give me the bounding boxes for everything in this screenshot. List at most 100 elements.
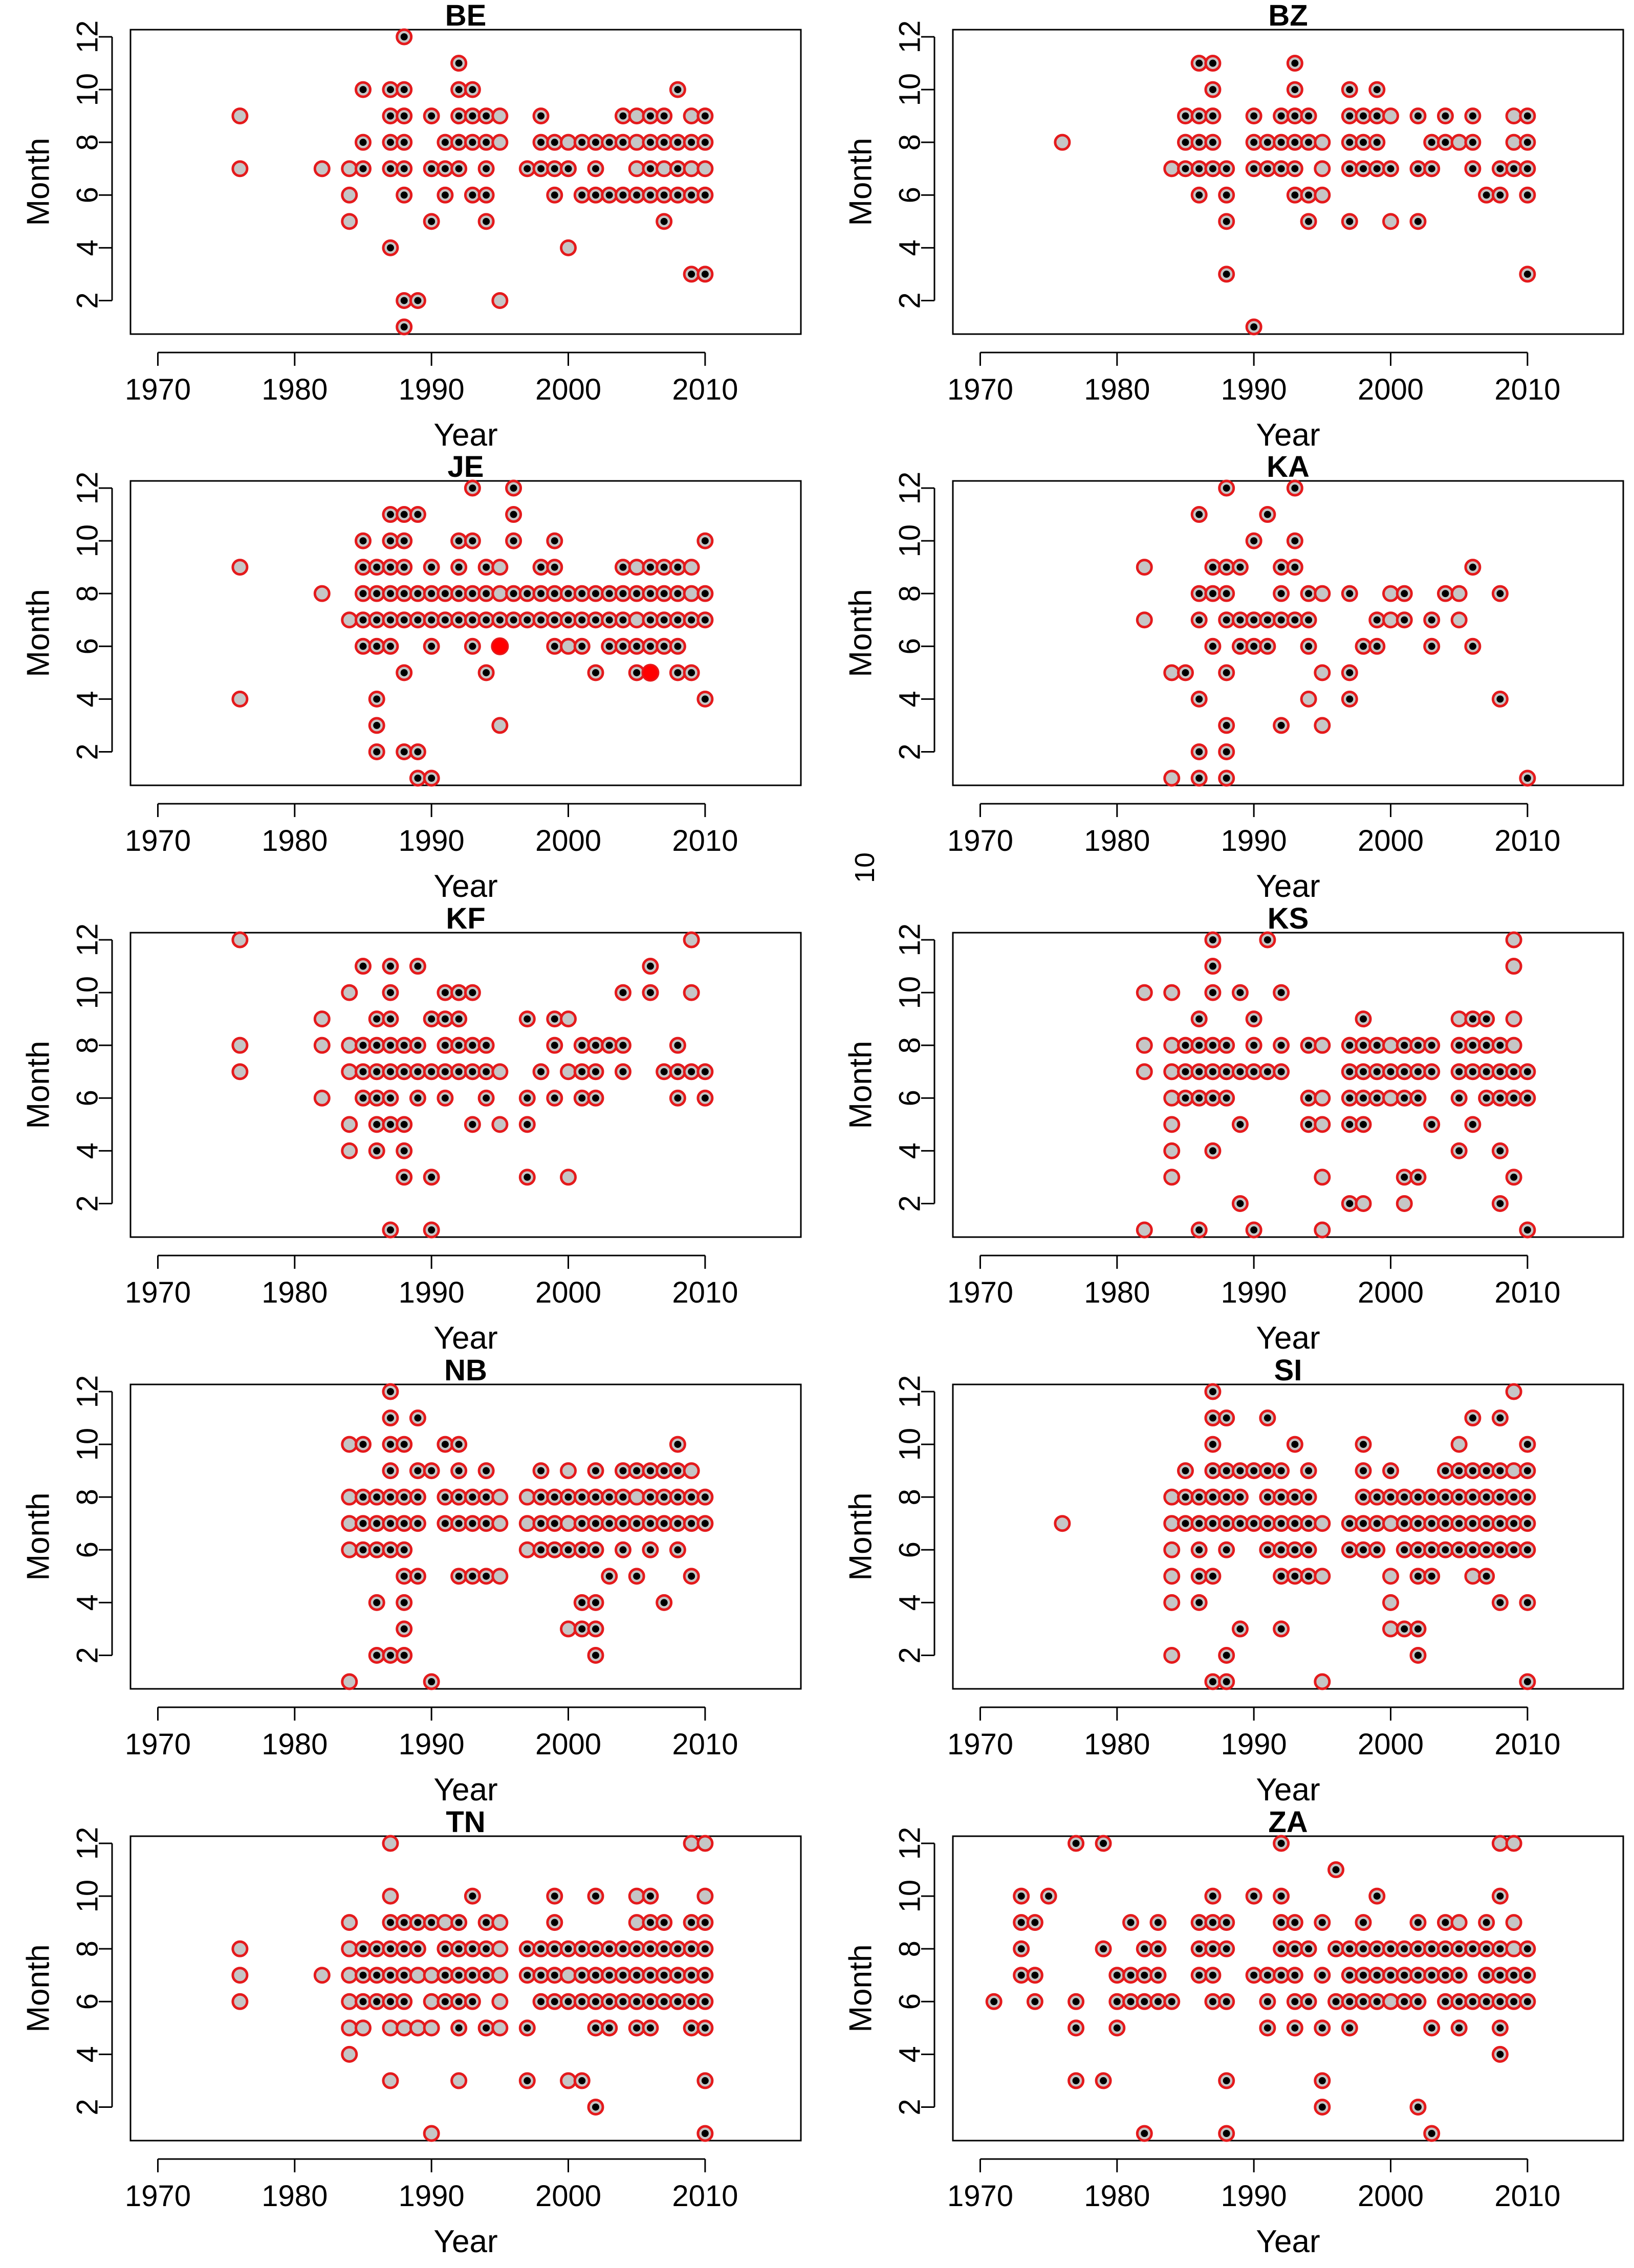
x-tick-label: 1980 [262, 2179, 328, 2213]
x-tick-label: 2010 [1494, 1276, 1560, 1309]
data-point [628, 1914, 645, 1931]
data-point [464, 186, 481, 204]
data-point [1423, 1568, 1441, 1585]
data-point [1355, 1195, 1372, 1212]
data-point [985, 1993, 1003, 2010]
data-point [696, 160, 714, 178]
data-point [1409, 1646, 1427, 1664]
data-point [1436, 1967, 1454, 1984]
data-point [1204, 1515, 1222, 1532]
data-point [1163, 1568, 1181, 1585]
data-point [641, 664, 660, 682]
data-point [477, 1462, 495, 1480]
data-point [409, 1462, 426, 1480]
data-point [1409, 1940, 1427, 1957]
data-point [1013, 1940, 1030, 1957]
data-point [1314, 717, 1331, 734]
data-point [1409, 1993, 1427, 2010]
panel-si: SI 1970 1980 1990 2000 2010 Year 2 4 6 8 10 12 Month [843, 1354, 1624, 1808]
data-point [396, 532, 413, 549]
data-point [368, 559, 385, 576]
data-point [341, 1142, 358, 1159]
data-point [532, 1515, 550, 1532]
y-tick-label: 2 [71, 2099, 104, 2115]
data-point [518, 2019, 536, 2037]
data-point [1273, 717, 1290, 734]
data-point [1314, 1515, 1331, 1532]
data-point [396, 160, 413, 178]
data-point [368, 743, 385, 760]
data-point [1409, 1914, 1427, 1931]
x-tick-label: 2000 [1358, 2179, 1424, 2213]
data-point [1519, 186, 1536, 204]
data-point [614, 107, 631, 125]
y-tick-label: 8 [894, 1941, 927, 1957]
data-point [1341, 160, 1358, 178]
data-point [1396, 1940, 1413, 1957]
data-point [464, 1515, 481, 1532]
data-point [437, 1993, 454, 2010]
x-axis-label: Year [433, 1320, 497, 1356]
data-point [1478, 1462, 1495, 1480]
data-point [368, 690, 385, 708]
data-point [1300, 585, 1317, 602]
data-point [437, 1515, 454, 1532]
data-point [1423, 134, 1441, 151]
data-point [1519, 1940, 1536, 1957]
data-point [1273, 107, 1290, 125]
data-point [1218, 717, 1235, 734]
data-point [1450, 1515, 1468, 1532]
data-point [1464, 1940, 1482, 1957]
data-point [464, 1993, 481, 2010]
data-point [1314, 1967, 1331, 1984]
data-point [1273, 1515, 1290, 1532]
data-point [573, 1089, 591, 1107]
data-point [382, 134, 399, 151]
data-point [1368, 1967, 1386, 1984]
data-point [464, 107, 481, 125]
data-point [354, 1089, 372, 1107]
data-point [396, 1568, 413, 1585]
data-point [683, 1993, 700, 2010]
data-point [587, 134, 604, 151]
data-point [1355, 1063, 1372, 1081]
panel-title: ZA [1268, 1805, 1308, 1839]
data-point [669, 637, 686, 655]
y-tick-label: 2 [71, 1647, 104, 1663]
panel-title: KA [1267, 450, 1310, 483]
data-point [1231, 611, 1249, 629]
data-point [1450, 134, 1468, 151]
data-point [1245, 532, 1262, 549]
y-tick-label: 6 [894, 187, 927, 203]
data-point [1505, 1488, 1522, 1506]
data-point [341, 1967, 358, 1984]
y-axis-label: Month [843, 1492, 879, 1580]
data-point [642, 585, 659, 602]
data-point [1190, 743, 1208, 760]
data-point [491, 107, 509, 125]
data-point [464, 532, 481, 549]
data-point [560, 637, 577, 655]
data-point [1409, 1488, 1427, 1506]
data-point [573, 1620, 591, 1638]
data-point [1190, 690, 1208, 708]
data-point [696, 1515, 714, 1532]
data-point [642, 958, 659, 975]
data-point [1218, 611, 1235, 629]
data-point [656, 1063, 673, 1081]
data-point [423, 213, 440, 230]
data-point [614, 1488, 631, 1506]
data-point [1519, 1515, 1536, 1532]
data-point [1327, 1940, 1345, 1957]
data-point [518, 1967, 536, 1984]
data-point [409, 292, 426, 309]
data-point [341, 1116, 358, 1133]
data-point [1245, 1221, 1262, 1239]
data-point [1273, 1967, 1290, 1984]
data-point [1519, 160, 1536, 178]
data-point [477, 1515, 495, 1532]
data-point [341, 213, 358, 230]
data-point [587, 1940, 604, 1957]
data-point [546, 1940, 563, 1957]
data-point [587, 2019, 604, 2037]
